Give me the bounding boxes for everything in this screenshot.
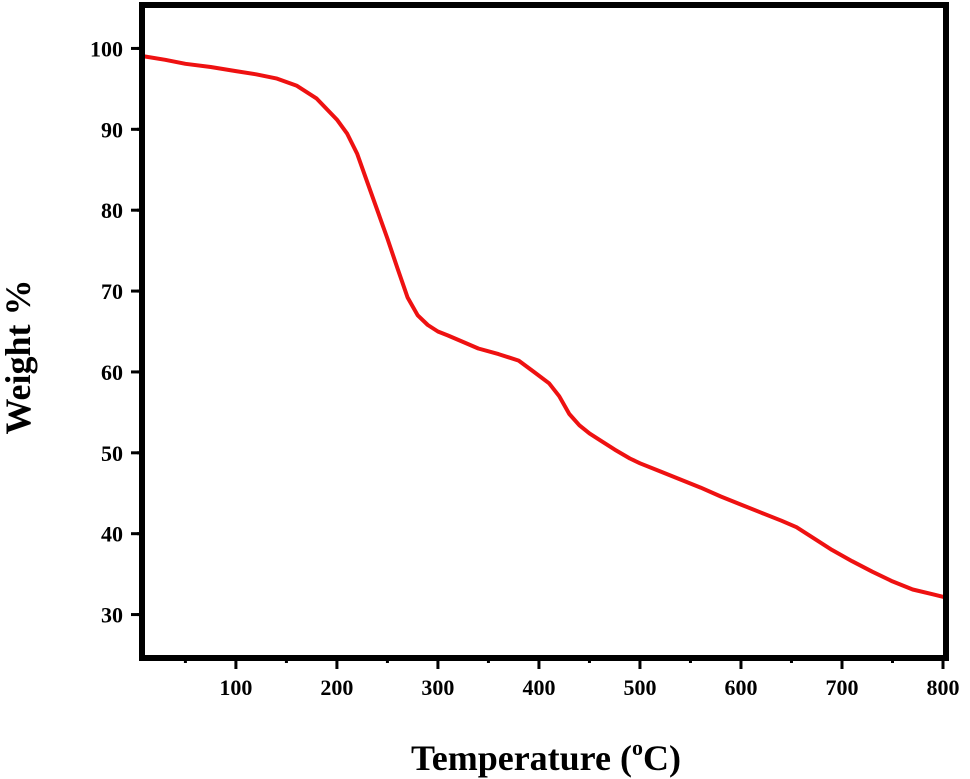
x-tick-label: 500 [623,675,656,700]
x-tick-label: 400 [522,675,555,700]
x-tick-label: 100 [219,675,252,700]
y-tick-labels: 30 40 50 60 70 80 90 100 [90,36,123,627]
y-tick-label: 70 [101,279,123,304]
y-tick-label: 30 [101,603,123,628]
x-tick-label: 600 [724,675,757,700]
x-tick-labels: 100 200 300 400 500 600 700 800 [219,675,959,700]
weight-loss-curve [143,54,945,599]
x-tick-label: 700 [825,675,858,700]
x-tick-label: 800 [927,675,960,700]
y-tick-label: 100 [90,36,123,61]
y-axis-title: Weight % [0,279,38,434]
y-tick-label: 90 [101,117,123,142]
x-tick-label: 300 [421,675,454,700]
axis-ticks [131,46,945,669]
x-axis-title: Temperature (oC) [411,735,681,778]
y-tick-label: 60 [101,360,123,385]
plot-frame [139,2,949,661]
y-tick-label: 50 [101,441,123,466]
y-tick-label: 80 [101,198,123,223]
x-tick-label: 200 [320,675,353,700]
y-tick-label: 40 [101,522,123,547]
